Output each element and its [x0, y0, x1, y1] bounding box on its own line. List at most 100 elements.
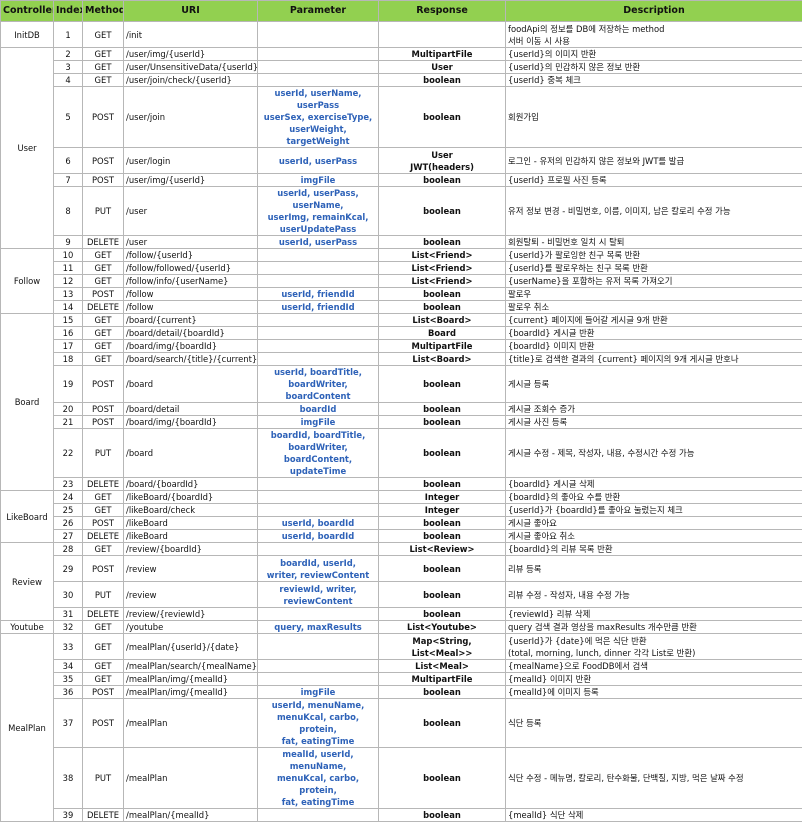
method-cell: DELETE	[83, 478, 124, 491]
parameter-cell: userId, boardId	[258, 517, 379, 530]
uri-cell: /board	[124, 366, 258, 403]
description-cell: 게시글 좋아요 취소	[506, 530, 802, 543]
method-cell: POST	[83, 699, 124, 748]
uri-cell: /user	[124, 236, 258, 249]
index-cell: 1	[54, 22, 83, 48]
uri-cell: /follow/{userId}	[124, 249, 258, 262]
description-cell: 식단 수정 - 메뉴명, 칼로리, 탄수화물, 단백질, 지방, 먹은 날짜 수…	[506, 748, 802, 809]
uri-cell: /follow/info/{userName}	[124, 275, 258, 288]
index-cell: 2	[54, 48, 83, 61]
uri-cell: /review/{boardId}	[124, 543, 258, 556]
response-cell	[379, 22, 506, 48]
description-cell: 리뷰 수정 - 작성자, 내용 수정 가능	[506, 582, 802, 608]
method-cell: GET	[83, 491, 124, 504]
index-cell: 26	[54, 517, 83, 530]
response-cell: boolean	[379, 748, 506, 809]
index-cell: 29	[54, 556, 83, 582]
index-cell: 3	[54, 61, 83, 74]
controller-cell: InitDB	[1, 22, 54, 48]
index-cell: 20	[54, 403, 83, 416]
index-cell: 33	[54, 634, 83, 660]
index-cell: 21	[54, 416, 83, 429]
index-cell: 19	[54, 366, 83, 403]
method-cell: GET	[83, 48, 124, 61]
uri-cell: /review/{reviewId}	[124, 608, 258, 621]
header-index: Index	[54, 1, 83, 22]
header-controller: Controller	[1, 1, 54, 22]
uri-cell: /mealPlan/img/{mealId}	[124, 673, 258, 686]
parameter-cell: userId, userPass	[258, 148, 379, 174]
response-cell: MultipartFile	[379, 48, 506, 61]
index-cell: 36	[54, 686, 83, 699]
response-cell: boolean	[379, 366, 506, 403]
method-cell: DELETE	[83, 301, 124, 314]
parameter-cell	[258, 504, 379, 517]
uri-cell: /board/{boardId}	[124, 478, 258, 491]
response-cell: MultipartFile	[379, 673, 506, 686]
parameter-cell	[258, 74, 379, 87]
header-parameter: Parameter	[258, 1, 379, 22]
index-cell: 11	[54, 262, 83, 275]
uri-cell: /mealPlan	[124, 699, 258, 748]
index-cell: 17	[54, 340, 83, 353]
response-cell: List<Friend>	[379, 249, 506, 262]
method-cell: POST	[83, 87, 124, 148]
index-cell: 18	[54, 353, 83, 366]
header-row: Controller Index Method URI Parameter Re…	[1, 1, 802, 22]
uri-cell: /mealPlan	[124, 748, 258, 809]
response-cell: boolean	[379, 699, 506, 748]
response-cell: Map<String, List<Meal>>	[379, 634, 506, 660]
description-cell: {boardId} 게시글 반환	[506, 327, 802, 340]
method-cell: GET	[83, 262, 124, 275]
header-method: Method	[83, 1, 124, 22]
uri-cell: /likeBoard/check	[124, 504, 258, 517]
parameter-cell	[258, 353, 379, 366]
parameter-cell: mealId, userId, menuName,menuKcal, carbo…	[258, 748, 379, 809]
description-cell: {userId}가 팔로잉한 친구 목록 반환	[506, 249, 802, 262]
method-cell: POST	[83, 366, 124, 403]
description-cell: 로그인 - 유저의 민감하지 않은 정보와 JWT를 발급	[506, 148, 802, 174]
index-cell: 4	[54, 74, 83, 87]
index-cell: 14	[54, 301, 83, 314]
description-cell: {boardId} 이미지 반환	[506, 340, 802, 353]
method-cell: POST	[83, 686, 124, 699]
response-cell: List<Friend>	[379, 275, 506, 288]
parameter-cell: userId, userPass, userName,userImg, rema…	[258, 187, 379, 236]
index-cell: 15	[54, 314, 83, 327]
response-cell: boolean	[379, 187, 506, 236]
uri-cell: /user/UnsensitiveData/{userId}	[124, 61, 258, 74]
description-cell: {mealId} 식단 삭제	[506, 809, 802, 822]
description-cell: {current} 페이지에 들어갈 게시글 9개 반환	[506, 314, 802, 327]
uri-cell: /user/img/{userId}	[124, 174, 258, 187]
uri-cell: /mealPlan/{userId}/{date}	[124, 634, 258, 660]
response-cell: Integer	[379, 491, 506, 504]
description-cell: {userId}가 {date}에 먹은 식단 반환(total, mornin…	[506, 634, 802, 660]
index-cell: 22	[54, 429, 83, 478]
description-cell: 게시글 좋아요	[506, 517, 802, 530]
response-cell: boolean	[379, 174, 506, 187]
header-description: Description	[506, 1, 802, 22]
description-cell: {userId}를 팔로우하는 친구 목록 반환	[506, 262, 802, 275]
response-cell: List<Friend>	[379, 262, 506, 275]
uri-cell: /review	[124, 556, 258, 582]
index-cell: 35	[54, 673, 83, 686]
description-cell: query 검색 결과 영상을 maxResults 개수만큼 반환	[506, 621, 802, 634]
response-cell: Integer	[379, 504, 506, 517]
parameter-cell	[258, 809, 379, 822]
uri-cell: /mealPlan/{mealId}	[124, 809, 258, 822]
